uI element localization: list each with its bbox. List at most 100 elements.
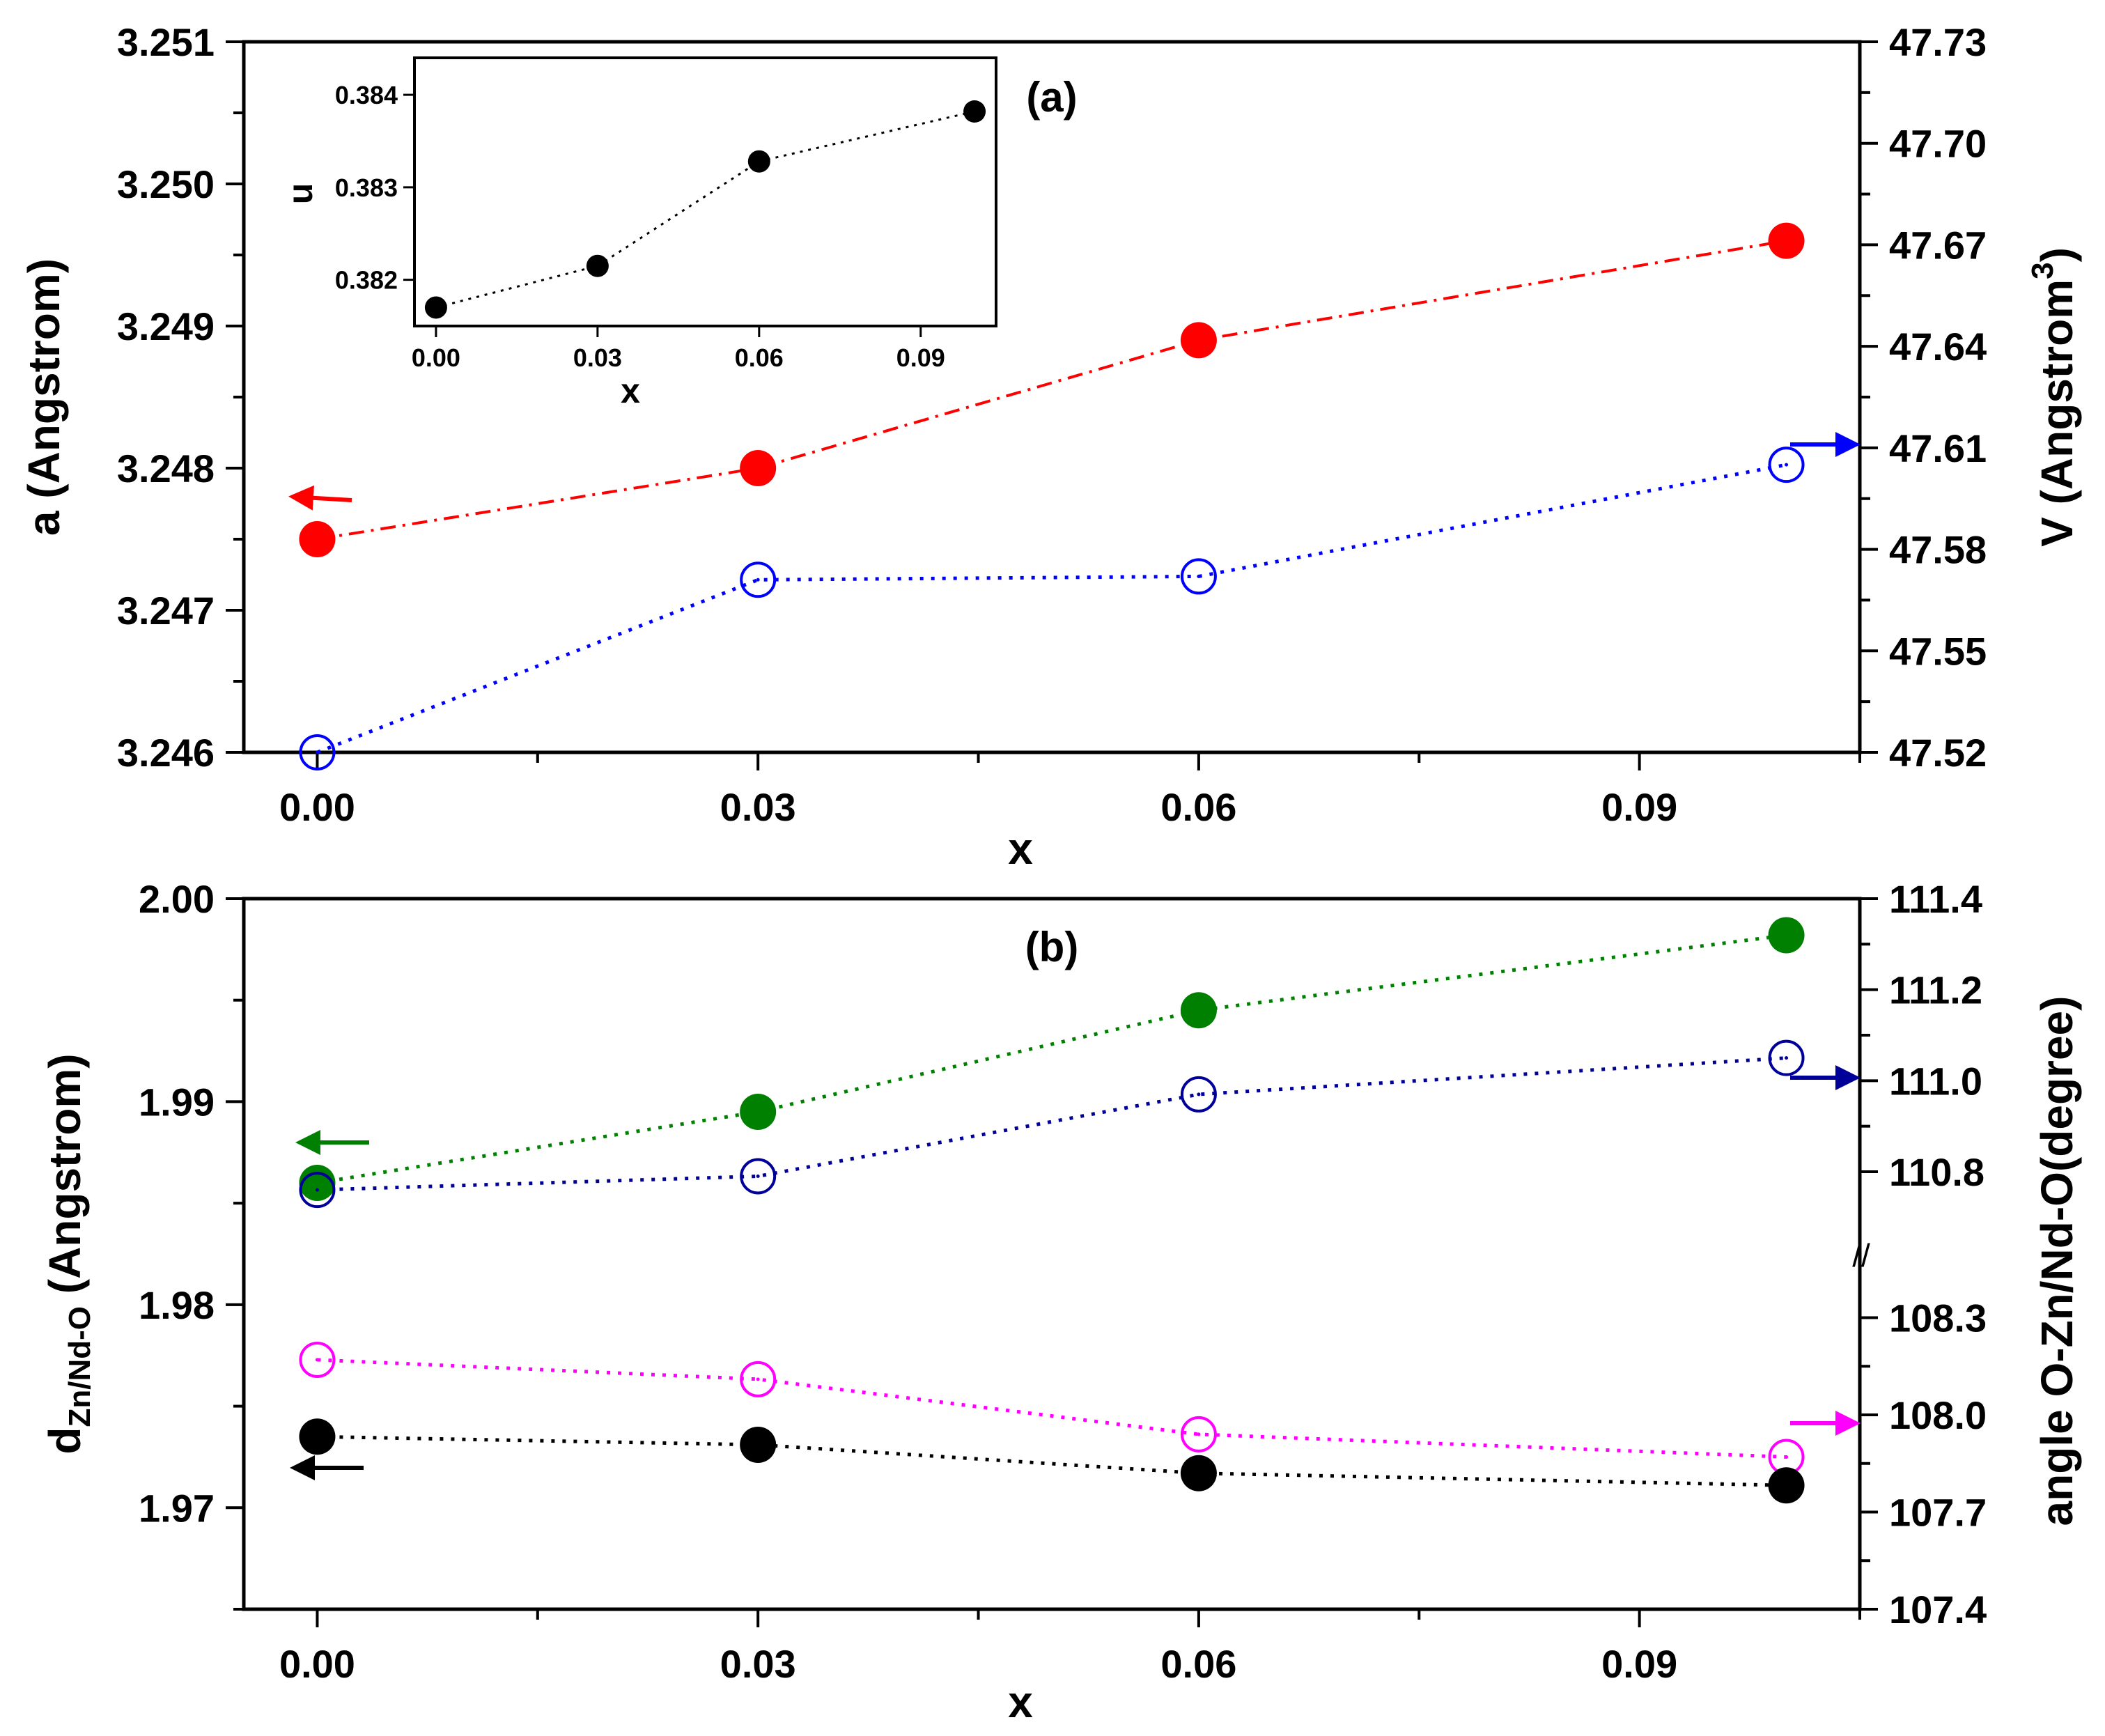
inset-x-tick-label: 0.06 xyxy=(735,343,784,372)
inset-data-point xyxy=(586,254,609,277)
panel-b-data-point-center xyxy=(1785,1455,1789,1459)
panel-a-x-axis-title: x xyxy=(1008,823,1033,874)
panel-b-data-point xyxy=(1180,992,1217,1029)
panel-a: 0.00 0.03 0.06 0.09 3.246 3.247 3.248 3.249 3.25… xyxy=(19,20,2082,874)
panel-b-series-line-2 xyxy=(317,1358,1787,1459)
panel-a-ticks: 0.00 0.03 0.06 0.09 3.246 3.247 3.248 3.249 3.25… xyxy=(117,20,1987,829)
panel-b-left-axis-title: dZn/Nd-O (Angstrom) xyxy=(40,1053,97,1454)
panel-b-data-point xyxy=(299,1341,336,1378)
panel-b-data-point xyxy=(1180,1455,1217,1491)
panel-b-data-point xyxy=(1768,1467,1805,1504)
panel-a-data-point xyxy=(299,734,336,770)
panel-a-right-tick-label: 47.73 xyxy=(1889,20,1987,64)
inset-y-axis-title: u xyxy=(281,183,320,205)
panel-b-series-line-0 xyxy=(317,933,1787,1185)
panel-a-data-point xyxy=(1180,558,1217,595)
panel-a-label: (a) xyxy=(1026,74,1077,121)
panel-a-data-point-center xyxy=(315,750,319,754)
panel-a-right-tick-label: 47.52 xyxy=(1889,731,1987,775)
panel-b-left-tick-label: 1.97 xyxy=(139,1486,215,1530)
panel-b-right-tick-label: 111.0 xyxy=(1889,1059,1982,1103)
panel-b-series-line-1 xyxy=(317,1056,1787,1192)
panel-a-right-tick-label: 47.55 xyxy=(1889,629,1987,673)
panel-b-data-point-center xyxy=(1197,1432,1201,1436)
panel-a-lines xyxy=(316,239,1787,754)
panel-b-frame xyxy=(242,897,1862,1611)
panel-a-right-tick-label: 47.58 xyxy=(1889,528,1987,572)
panel-b-data-point xyxy=(740,1361,777,1397)
panel-b-label: (b) xyxy=(1025,924,1079,970)
panel-a-left-arrow xyxy=(288,485,352,511)
inset-x-tick-label: 0.03 xyxy=(573,343,622,372)
panel-b-data-point xyxy=(1180,1416,1217,1452)
panel-a-data-point xyxy=(299,521,336,557)
panel-a-right-tick-label: 47.67 xyxy=(1889,223,1987,267)
panel-b-left-tick-label: 1.99 xyxy=(139,1080,215,1124)
panel-a-data-point xyxy=(1180,322,1217,359)
panel-b-data-point xyxy=(740,1094,777,1130)
panel-b-right-tick-label: 107.4 xyxy=(1889,1588,1987,1632)
panel-a-data-point xyxy=(1768,222,1805,259)
panel-a-data-point xyxy=(740,561,777,598)
panel-b-right-tick-label: 108.0 xyxy=(1889,1393,1987,1437)
panel-b-series-line-3 xyxy=(317,1434,1787,1487)
panel-a-right-tick-label: 47.64 xyxy=(1889,325,1987,369)
panel-a-x-tick-label: 0.09 xyxy=(1601,785,1677,829)
panel-b-left-tick-label: 1.98 xyxy=(139,1283,215,1327)
panel-a-left-tick-label: 3.249 xyxy=(117,304,215,348)
panel-a-data-point-center xyxy=(1785,463,1789,467)
panel-b-right-tick-label: 111.2 xyxy=(1889,968,1982,1012)
inset-y-tick-label: 0.384 xyxy=(335,81,398,109)
inset-data-point xyxy=(963,100,986,123)
panel-b-data-point xyxy=(1180,1076,1217,1113)
panel-b-data-point xyxy=(740,1158,777,1195)
panel-b-data-point xyxy=(1768,917,1805,954)
panel-b-data-point xyxy=(299,1165,336,1201)
panel-a-data-point-center xyxy=(1197,574,1201,578)
inset-data-point xyxy=(424,296,447,319)
panel-a-data-point xyxy=(1768,447,1805,483)
panel-b-left-tick-label: 2.00 xyxy=(139,877,215,921)
panel-b-markers xyxy=(299,917,1805,1504)
inset-data-point xyxy=(747,150,770,173)
inset-x-axis-title: x xyxy=(621,371,640,410)
panel-a-left-tick-label: 3.248 xyxy=(117,447,215,490)
panel-a-right-tick-label: 47.70 xyxy=(1889,122,1987,166)
panel-b-data-point xyxy=(299,1418,336,1455)
panel-a-series-line-1 xyxy=(316,463,1787,754)
axis-break-mark: // xyxy=(1852,1237,1870,1273)
panel-b-data-point-center xyxy=(756,1377,760,1381)
panel-b-right-axis-title: angle O-Zn/Nd-O(degree) xyxy=(2032,996,2082,1526)
panel-b-data-point xyxy=(1768,1039,1805,1076)
panel-a-left-tick-label: 3.247 xyxy=(117,589,215,633)
panel-b-lines xyxy=(317,933,1787,1487)
panel-b-data-point-center xyxy=(1785,1056,1789,1060)
panel-b-data-point-center xyxy=(315,1358,319,1362)
panel-b-right-tick-label: 108.3 xyxy=(1889,1296,1987,1340)
inset-ticks: 0.00 0.03 0.06 0.09 0.382 0.383 0.384 xyxy=(335,81,945,372)
panel-b: 0.00 0.03 0.06 0.09 1.97 1.98 1.99 2.00 110.8 111… xyxy=(40,877,2082,1727)
panel-b-x-tick-label: 0.00 xyxy=(279,1642,355,1686)
inset-y-tick-label: 0.383 xyxy=(335,173,398,202)
panel-b-x-tick-label: 0.03 xyxy=(720,1642,796,1686)
panel-b-x-axis-title: x xyxy=(1008,1677,1033,1727)
panel-b-data-point-center xyxy=(1197,1092,1201,1096)
panel-a-right-axis-title: V (Angstrom3) xyxy=(2026,247,2082,547)
panel-b-right-tick-label: 107.7 xyxy=(1889,1491,1987,1535)
panel-b-right-tick-label: 111.4 xyxy=(1889,877,1982,921)
inset: 0.00 0.03 0.06 0.09 0.382 0.383 0.384 x u xyxy=(281,56,997,410)
panel-a-left-tick-label: 3.251 xyxy=(117,20,215,64)
panel-a-x-tick-label: 0.00 xyxy=(279,785,355,829)
panel-b-x-tick-label: 0.09 xyxy=(1601,1642,1677,1686)
inset-y-tick-label: 0.382 xyxy=(335,266,398,295)
panel-b-ticks: 0.00 0.03 0.06 0.09 1.97 1.98 1.99 2.00 110.8 111… xyxy=(139,877,1987,1686)
inset-frame xyxy=(413,56,997,327)
inset-x-tick-label: 0.09 xyxy=(896,343,945,372)
inset-lines xyxy=(435,110,975,309)
panel-b-data-point xyxy=(299,1172,336,1209)
inset-markers xyxy=(424,100,986,319)
panel-b-data-point xyxy=(740,1426,777,1463)
panel-a-series-line-0 xyxy=(317,239,1787,541)
panel-a-left-tick-label: 3.246 xyxy=(117,731,215,775)
